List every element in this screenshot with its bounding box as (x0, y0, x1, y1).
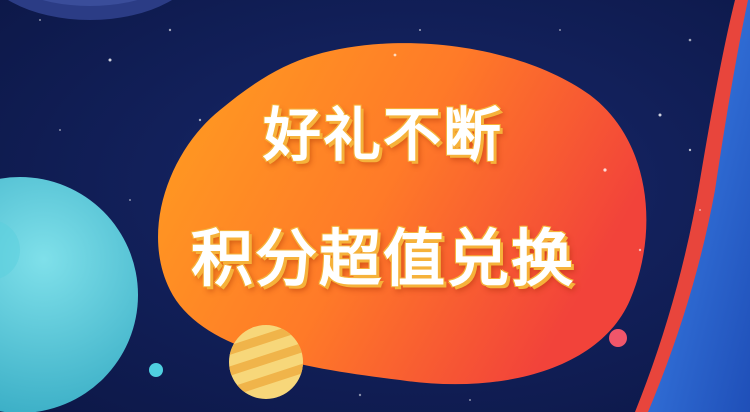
teal-planet-decoration (0, 177, 138, 412)
star-field (39, 19, 701, 401)
striped-planet-decoration (229, 325, 303, 399)
right-planet-decoration (635, 0, 750, 412)
small-red-dot (609, 329, 627, 347)
headline-line2: 积分超值兑换 (190, 222, 575, 295)
headline-line1: 好礼不断 (262, 101, 503, 169)
small-teal-dot (149, 363, 163, 377)
moon-planet-decoration (8, 0, 172, 20)
orange-blob-shape (158, 43, 647, 385)
